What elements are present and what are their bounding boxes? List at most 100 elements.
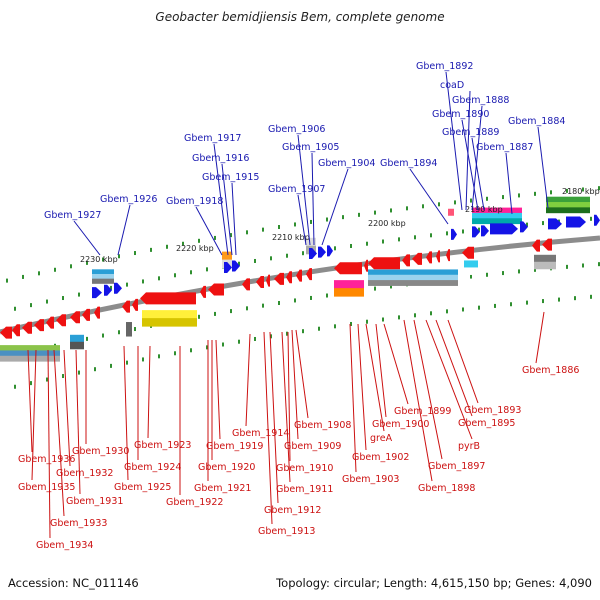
dot-mark bbox=[134, 327, 136, 332]
leader-line bbox=[349, 323, 357, 473]
content-block bbox=[464, 267, 478, 275]
dot-mark bbox=[334, 246, 336, 251]
dot-mark bbox=[286, 253, 288, 258]
dot-mark bbox=[118, 254, 120, 259]
leader-line bbox=[435, 319, 473, 417]
content-block bbox=[448, 215, 454, 224]
dot-mark bbox=[262, 227, 264, 232]
dot-mark bbox=[462, 307, 464, 312]
forward-gene-arrow bbox=[594, 214, 600, 226]
content-block bbox=[368, 280, 458, 286]
dot-mark bbox=[70, 264, 72, 269]
reverse-gene-arrow bbox=[364, 259, 368, 272]
content-block bbox=[0, 350, 60, 357]
dot-mark bbox=[390, 284, 392, 289]
dot-mark bbox=[174, 273, 176, 278]
forward-gene-label: Gbem_1926 bbox=[100, 194, 157, 205]
reverse-gene-arrow bbox=[46, 316, 54, 329]
dot-mark bbox=[254, 258, 256, 263]
leader-line bbox=[413, 319, 443, 460]
forward-gene-label: coaD bbox=[440, 80, 464, 91]
leader-line bbox=[297, 134, 311, 246]
forward-gene-label: Gbem_1889 bbox=[442, 127, 499, 138]
dot-mark bbox=[486, 196, 488, 201]
reverse-gene-arrow bbox=[208, 283, 224, 296]
content-block bbox=[546, 202, 590, 208]
dot-mark bbox=[542, 299, 544, 304]
forward-gene-label: Gbem_1894 bbox=[380, 158, 437, 169]
reverse-gene-label: Gbem_1932 bbox=[56, 468, 113, 479]
dot-mark bbox=[398, 237, 400, 242]
dot-mark bbox=[438, 202, 440, 207]
reverse-gene-arrow bbox=[436, 250, 440, 263]
dot-mark bbox=[270, 256, 272, 261]
dot-mark bbox=[502, 195, 504, 200]
dot-mark bbox=[334, 324, 336, 329]
dot-mark bbox=[598, 262, 600, 267]
dot-mark bbox=[62, 374, 64, 379]
dot-mark bbox=[446, 231, 448, 236]
forward-gene-arrow bbox=[490, 223, 518, 235]
dot-mark bbox=[46, 299, 48, 304]
content-block bbox=[464, 260, 478, 268]
dot-mark bbox=[382, 317, 384, 322]
dot-mark bbox=[158, 354, 160, 359]
forward-gene-label: Gbem_1887 bbox=[476, 142, 533, 153]
reverse-gene-arrow bbox=[34, 319, 44, 332]
leader-line bbox=[195, 206, 223, 256]
dot-mark bbox=[166, 244, 168, 249]
leader-line bbox=[245, 333, 251, 427]
reverse-gene-arrow bbox=[22, 321, 32, 334]
dot-mark bbox=[534, 191, 536, 196]
reverse-gene-arrow bbox=[334, 262, 362, 275]
leader-line bbox=[471, 105, 483, 211]
content-block bbox=[0, 345, 60, 351]
dot-mark bbox=[190, 348, 192, 353]
dot-mark bbox=[14, 306, 16, 311]
forward-strand-genes bbox=[92, 214, 600, 299]
dot-mark bbox=[102, 333, 104, 338]
gene-labels: Gbem_1927 Gbem_1926 Gbem_1918 Gbem_1917 Gbem… bbox=[18, 61, 579, 551]
reverse-gene-arrow bbox=[274, 272, 284, 285]
forward-gene-label: Gbem_1892 bbox=[416, 61, 473, 72]
dot-mark bbox=[126, 282, 128, 287]
map-title: Geobacter bemidjiensis Bem, complete gen… bbox=[155, 10, 445, 24]
reverse-gene-label: Gbem_1913 bbox=[258, 526, 315, 537]
reverse-gene-label: Gbem_1933 bbox=[50, 518, 107, 529]
dot-mark bbox=[134, 251, 136, 256]
dot-mark bbox=[398, 315, 400, 320]
dot-mark bbox=[286, 331, 288, 336]
dot-mark bbox=[262, 303, 264, 308]
scale-tick-label: 2210 kbp bbox=[272, 233, 310, 242]
leader-line bbox=[321, 168, 349, 246]
reverse-gene-arrow bbox=[200, 285, 206, 298]
dot-mark bbox=[582, 263, 584, 268]
forward-gene-arrow bbox=[309, 247, 317, 259]
reverse-gene-arrow bbox=[94, 306, 100, 319]
content-block bbox=[534, 261, 556, 270]
content-block bbox=[546, 196, 590, 203]
dot-mark bbox=[414, 235, 416, 240]
dot-mark bbox=[590, 216, 592, 221]
forward-gene-label: Gbem_1917 bbox=[184, 133, 241, 144]
content-block bbox=[334, 280, 364, 289]
leader-line bbox=[215, 339, 221, 440]
forward-gene-arrow bbox=[114, 282, 122, 294]
dot-mark bbox=[110, 363, 112, 368]
dot-mark bbox=[118, 330, 120, 335]
dot-mark bbox=[54, 267, 56, 272]
reverse-gene-label: greA bbox=[370, 433, 393, 444]
dot-mark bbox=[294, 298, 296, 303]
reverse-gene-label: Gbem_1914 bbox=[232, 428, 289, 439]
content-block bbox=[222, 251, 232, 261]
content-block bbox=[70, 341, 84, 350]
leader-line bbox=[63, 349, 71, 467]
leader-line bbox=[403, 319, 433, 482]
dot-mark bbox=[30, 381, 32, 386]
dot-mark bbox=[526, 222, 528, 227]
leader-line bbox=[269, 331, 279, 504]
reverse-gene-label: Gbem_1923 bbox=[134, 440, 191, 451]
dot-mark bbox=[86, 260, 88, 265]
dot-mark bbox=[494, 303, 496, 308]
